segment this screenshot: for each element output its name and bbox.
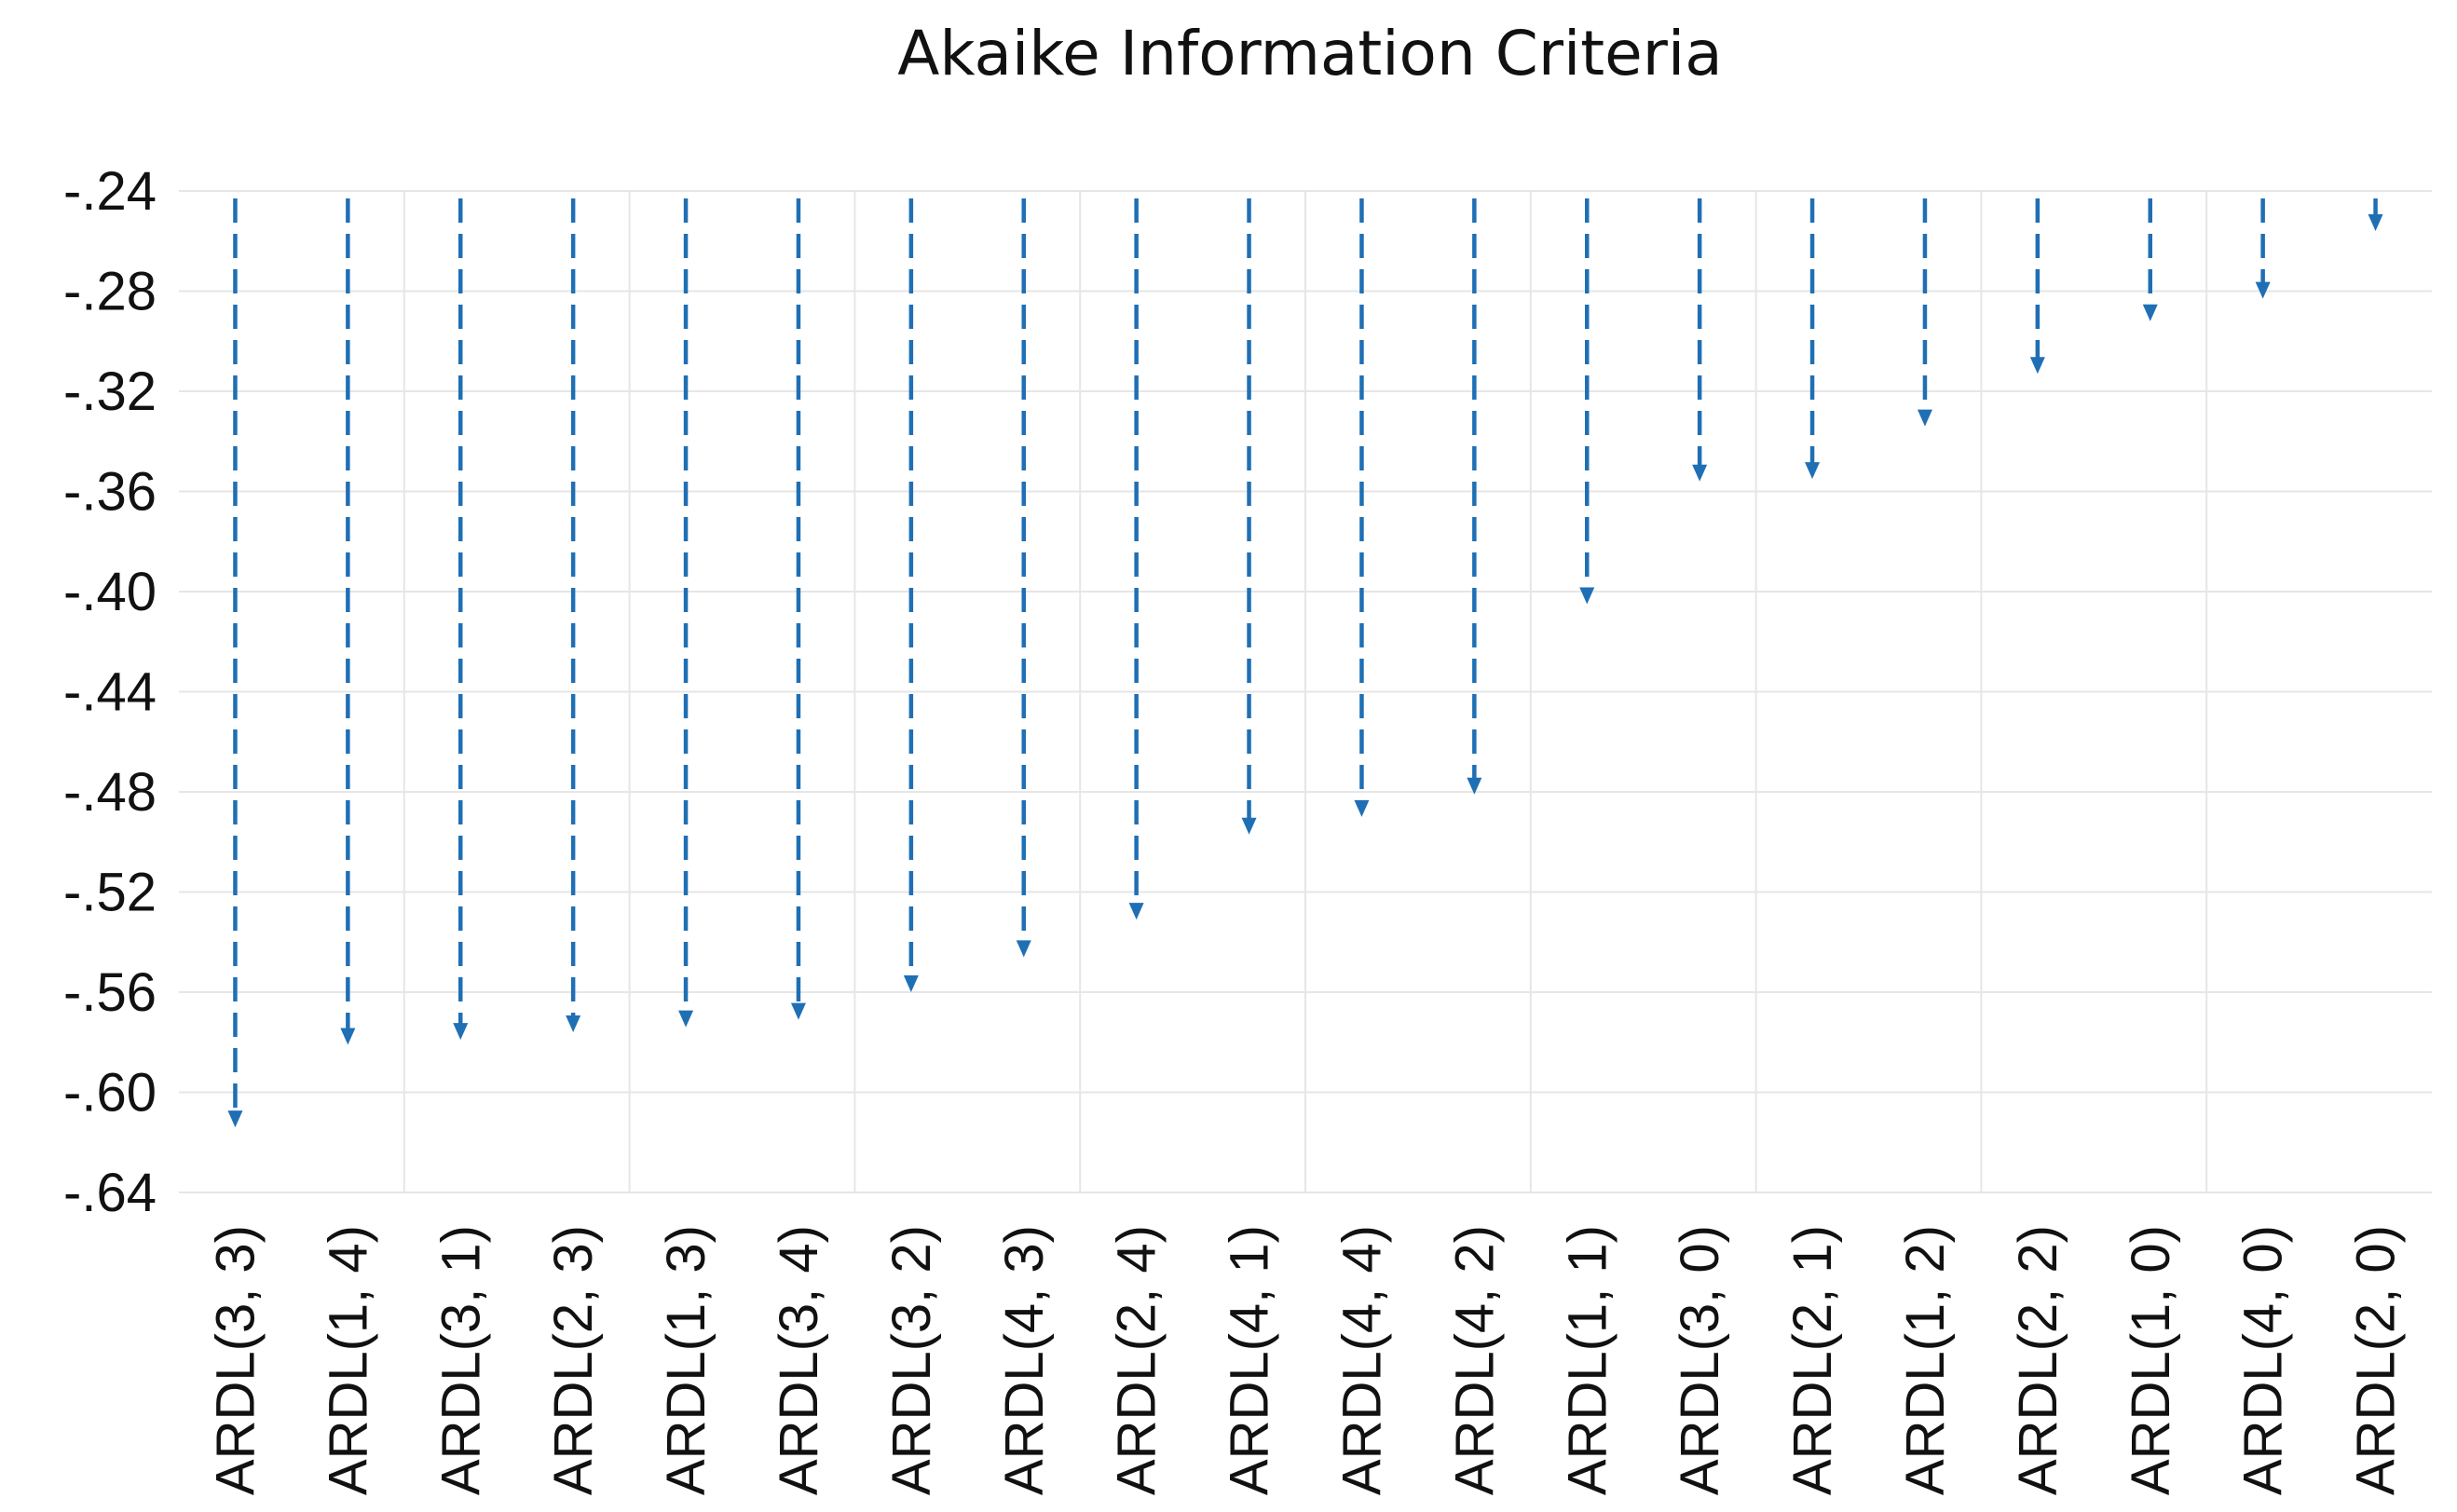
data-point-arrow: [340, 1028, 356, 1045]
x-tick-label: ARDL(3, 3): [205, 1225, 266, 1495]
x-tick-label: ARDL(3, 4): [769, 1225, 829, 1495]
x-tick-label: ARDL(2, 1): [1782, 1225, 1843, 1495]
data-point-arrow: [566, 1015, 581, 1032]
x-tick-label: ARDL(3, 0): [1670, 1225, 1730, 1495]
x-tick-label: ARDL(1, 4): [318, 1225, 378, 1495]
y-tick-label: -.52: [63, 863, 157, 923]
y-tick-label: -.48: [63, 762, 157, 823]
data-point-arrow: [1692, 464, 1708, 482]
y-axis-ticks: -.24 -.28 -.32 -.36 -.40 -.44 -.48 -.52 -.56 -.60…: [63, 161, 157, 1223]
data-point-arrow: [2142, 304, 2158, 321]
data-point-arrow: [1579, 587, 1595, 605]
data-point-arrow: [227, 1110, 243, 1128]
y-tick-label: -.32: [63, 361, 157, 422]
data-point-arrow: [2029, 357, 2045, 375]
x-tick-label: ARDL(4, 0): [2233, 1225, 2294, 1495]
data-point-arrow: [903, 975, 919, 992]
x-tick-label: ARDL(4, 2): [1444, 1225, 1505, 1495]
data-point-arrow: [2368, 214, 2383, 231]
x-tick-label: ARDL(1, 0): [2121, 1225, 2181, 1495]
x-tick-label: ARDL(2, 3): [543, 1225, 604, 1495]
grid-layer: [179, 190, 2432, 1193]
data-point-arrow: [1128, 903, 1144, 920]
data-point-arrow: [1241, 817, 1257, 835]
x-tick-label: ARDL(1, 3): [656, 1225, 717, 1495]
x-tick-label: ARDL(2, 2): [2008, 1225, 2068, 1495]
data-point-arrow: [1805, 462, 1821, 480]
y-tick-label: -.24: [63, 161, 157, 222]
data-point-arrow: [1917, 409, 1932, 427]
data-point-arrow: [2255, 281, 2271, 299]
data-point-arrow: [678, 1010, 694, 1028]
x-tick-label: ARDL(4, 1): [1220, 1225, 1280, 1495]
data-point-arrow: [1016, 940, 1031, 958]
x-tick-label: ARDL(4, 3): [994, 1225, 1055, 1495]
series-layer: [227, 198, 2383, 1128]
y-tick-label: -.64: [63, 1163, 157, 1223]
x-tick-label: ARDL(3, 1): [430, 1225, 491, 1495]
data-point-arrow: [1467, 777, 1482, 795]
x-axis-ticks: ARDL(3, 3) ARDL(1, 4) ARDL(3, 1) ARDL(2, 3)…: [205, 1225, 2406, 1495]
data-point-arrow: [453, 1023, 469, 1041]
x-tick-label: ARDL(3, 2): [881, 1225, 942, 1495]
data-point-arrow: [790, 1002, 806, 1020]
x-tick-label: ARDL(2, 0): [2346, 1225, 2407, 1495]
data-point-arrow: [1354, 799, 1370, 817]
chart-title: Akaike Information Criteria: [897, 18, 1722, 89]
x-tick-label: ARDL(1, 1): [1557, 1225, 1618, 1495]
y-tick-label: -.28: [63, 262, 157, 322]
y-tick-label: -.56: [63, 962, 157, 1023]
y-tick-label: -.36: [63, 462, 157, 523]
y-tick-label: -.40: [63, 562, 157, 622]
x-tick-label: ARDL(1, 2): [1895, 1225, 1956, 1495]
y-tick-label: -.60: [63, 1063, 157, 1124]
x-tick-label: ARDL(4, 4): [1331, 1225, 1392, 1495]
x-tick-label: ARDL(2, 4): [1107, 1225, 1167, 1495]
y-tick-label: -.44: [63, 662, 157, 723]
